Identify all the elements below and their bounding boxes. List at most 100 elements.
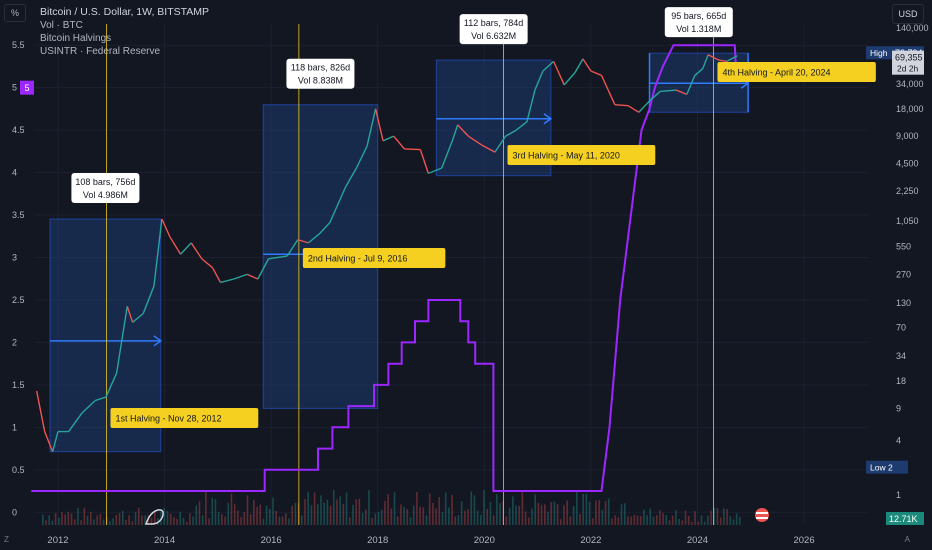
volume-bar bbox=[646, 515, 648, 525]
symbol-title[interactable]: Bitcoin / U.S. Dollar, 1W, BITSTAMP bbox=[40, 6, 210, 18]
x-tick-label: 2026 bbox=[793, 535, 814, 546]
right-axis: 140,000 34,000 18,000 9,000 4,500 2,250 1,050 5… bbox=[866, 23, 929, 525]
volume-bar bbox=[227, 502, 230, 525]
current-price-bg bbox=[892, 50, 924, 75]
volume-bar bbox=[387, 494, 389, 525]
price-segment bbox=[718, 59, 727, 63]
price-segment bbox=[590, 70, 602, 77]
volume-bar bbox=[432, 502, 434, 525]
volume-bar bbox=[579, 513, 581, 525]
range-bars-text: 112 bars, 784d bbox=[464, 18, 523, 28]
volume-bar bbox=[390, 508, 393, 525]
left-tick-label: 4 bbox=[12, 168, 17, 178]
volume-bar bbox=[83, 507, 86, 525]
volume-bar bbox=[470, 491, 473, 525]
x-tick-label: 2022 bbox=[580, 535, 601, 546]
right-tick-label: 4,500 bbox=[896, 158, 919, 168]
price-segment bbox=[675, 89, 688, 95]
volume-bar bbox=[93, 519, 95, 525]
percent-scale-button[interactable]: % bbox=[4, 4, 26, 22]
price-segment bbox=[286, 239, 299, 257]
volume-bar bbox=[320, 495, 322, 525]
volume-bar bbox=[591, 518, 594, 525]
indicator-volume[interactable]: Vol · BTC bbox=[40, 20, 83, 31]
volume-bar bbox=[499, 503, 501, 525]
left-tick-label: 1.5 bbox=[12, 380, 25, 390]
volume-bar bbox=[697, 521, 700, 525]
volume-bar bbox=[480, 515, 482, 525]
price-segment bbox=[268, 255, 288, 260]
indicator-usintr[interactable]: USINTR · Federal Reserve bbox=[40, 46, 161, 57]
price-segment bbox=[190, 242, 203, 260]
volume-bar bbox=[281, 516, 284, 525]
currency-button[interactable]: USD bbox=[892, 4, 924, 24]
volume-bar bbox=[102, 519, 105, 525]
x-tick-label: 2020 bbox=[474, 535, 495, 546]
indicator-halvings[interactable]: Bitcoin Halvings bbox=[40, 33, 112, 44]
volume-bar bbox=[214, 499, 217, 525]
x-tick-label: 2012 bbox=[47, 535, 68, 546]
volume-bar bbox=[604, 501, 607, 525]
volume-bar bbox=[284, 513, 287, 525]
volume-bar bbox=[662, 512, 664, 525]
volume-bar bbox=[262, 518, 265, 525]
volume-bar bbox=[179, 511, 182, 525]
volume-bar bbox=[141, 515, 143, 525]
volume-bar bbox=[291, 505, 293, 525]
volume-bar bbox=[531, 508, 533, 525]
volume-bar bbox=[611, 518, 613, 525]
volume-bar bbox=[163, 508, 166, 525]
price-segment bbox=[649, 90, 661, 102]
volume-bar bbox=[710, 510, 712, 525]
right-tick-label: 550 bbox=[896, 241, 911, 251]
auto-scale-label[interactable]: A bbox=[904, 535, 910, 544]
volume-bar bbox=[601, 510, 604, 525]
volume-bar bbox=[51, 520, 54, 525]
volume-bar bbox=[675, 510, 677, 525]
volume-bar bbox=[115, 514, 118, 525]
price-segment bbox=[180, 242, 192, 255]
price-segment bbox=[105, 372, 118, 398]
volume-bar bbox=[550, 501, 552, 525]
volume-bar bbox=[393, 492, 396, 525]
volume-bar bbox=[515, 505, 517, 525]
price-segment bbox=[515, 121, 528, 131]
x-tick-label: 2016 bbox=[261, 535, 282, 546]
volume-bar bbox=[659, 510, 661, 525]
left-tick-label: 2.5 bbox=[12, 295, 25, 305]
zoom-label[interactable]: Z bbox=[4, 535, 9, 544]
halving-label: 2nd Halving - Jul 9, 2016 bbox=[308, 254, 408, 264]
halving-label-bg bbox=[717, 62, 876, 82]
volume-bar bbox=[45, 520, 47, 525]
price-segment bbox=[246, 273, 259, 280]
volume-bar bbox=[211, 497, 214, 525]
price-segment bbox=[201, 258, 213, 269]
price-segment bbox=[505, 129, 517, 137]
price-segment bbox=[329, 186, 347, 224]
volume-bar bbox=[419, 506, 421, 525]
volume-bar bbox=[435, 508, 437, 525]
volume-bar bbox=[237, 510, 239, 525]
volume-bar bbox=[288, 518, 290, 525]
volume-bar bbox=[681, 520, 684, 525]
volume-bar bbox=[723, 508, 725, 525]
volume-bar bbox=[77, 507, 79, 525]
volume-bar bbox=[534, 494, 536, 525]
us-flag-icon bbox=[755, 508, 769, 522]
flag-stripe bbox=[756, 512, 768, 514]
volume-bar bbox=[198, 501, 201, 525]
range-label-card bbox=[664, 7, 733, 38]
volume-bar bbox=[384, 501, 386, 525]
volume-bar bbox=[454, 516, 457, 525]
price-segment bbox=[428, 167, 442, 175]
volume-bar bbox=[476, 510, 479, 525]
price-segment bbox=[660, 89, 677, 93]
price-series bbox=[35, 54, 738, 452]
volume-bar bbox=[269, 508, 271, 525]
volume-bar bbox=[61, 512, 63, 525]
volume-bar bbox=[256, 506, 258, 525]
volume-bar bbox=[691, 521, 693, 525]
volume-bar bbox=[153, 510, 156, 525]
range-label-card bbox=[459, 14, 528, 45]
